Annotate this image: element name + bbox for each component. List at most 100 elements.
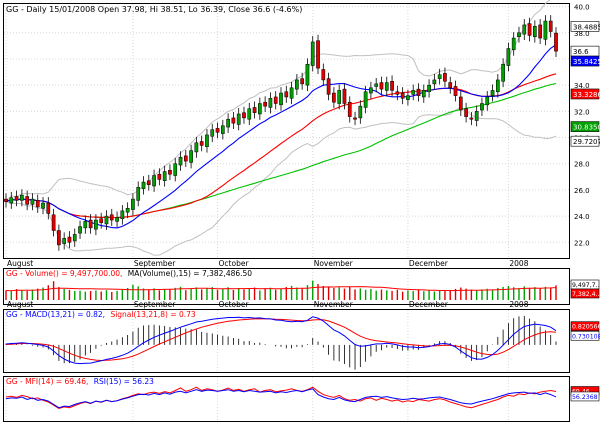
candle-body bbox=[342, 88, 347, 104]
candle-body bbox=[432, 79, 437, 85]
rsi-line bbox=[5, 388, 557, 409]
candle-body bbox=[35, 200, 40, 208]
candle-body bbox=[485, 96, 490, 106]
macd-tag-box bbox=[570, 330, 600, 341]
candle-body bbox=[125, 207, 130, 213]
candle-body bbox=[453, 86, 458, 96]
mfi-rsi-tag-box bbox=[570, 391, 600, 402]
candle-body bbox=[83, 221, 88, 229]
price-x-axis: August September October November December 20… bbox=[7, 259, 529, 268]
candle-body bbox=[141, 181, 146, 189]
candle-body bbox=[300, 78, 304, 85]
candle-body bbox=[411, 90, 416, 95]
candle-body bbox=[284, 91, 289, 98]
candle-body bbox=[57, 230, 61, 246]
macd-tag-value: 0.730108 bbox=[572, 333, 600, 340]
candle-body bbox=[9, 197, 14, 204]
mfi-rsi-panel bbox=[3, 376, 570, 422]
upper-band-line bbox=[5, 0, 551, 203]
candle-body bbox=[51, 214, 56, 231]
candle-body bbox=[279, 92, 283, 106]
gridlines bbox=[4, 4, 569, 421]
candle-body bbox=[4, 198, 8, 202]
candle-body bbox=[511, 37, 516, 51]
candle-body bbox=[527, 23, 532, 36]
price-tick-label: 28.0 bbox=[574, 161, 590, 169]
candle-body bbox=[242, 112, 246, 119]
candle-body bbox=[406, 95, 410, 100]
candle-body bbox=[289, 87, 294, 99]
candle-body bbox=[443, 73, 447, 82]
candle-body bbox=[480, 103, 484, 111]
candle-body bbox=[522, 24, 527, 35]
candle-body bbox=[220, 125, 225, 134]
volume-x-tick-label: October bbox=[219, 300, 250, 309]
candle-body bbox=[258, 103, 262, 115]
price-tick-label: 32.0 bbox=[574, 108, 590, 116]
volume-label: GG - Volume() = 9,497,700.00, bbox=[6, 269, 122, 278]
volume-x-tick-label: 2008 bbox=[509, 300, 528, 309]
price-x-tick-label: August bbox=[7, 259, 33, 268]
candle-body bbox=[205, 134, 209, 147]
candle-body bbox=[326, 78, 331, 95]
candle-body bbox=[215, 128, 220, 133]
price-tag-box bbox=[570, 135, 600, 147]
candle-body bbox=[316, 40, 320, 69]
candle-body bbox=[458, 96, 463, 111]
candle-body bbox=[131, 198, 135, 210]
price-tag-box bbox=[570, 88, 600, 100]
candle-body bbox=[390, 80, 394, 91]
candle-body bbox=[173, 163, 178, 176]
macd-tag-box bbox=[570, 321, 600, 331]
mid-ma-line bbox=[5, 73, 557, 219]
price-panel bbox=[3, 3, 570, 259]
candle-body bbox=[400, 92, 405, 99]
candle-body bbox=[427, 84, 431, 92]
candle-body bbox=[474, 111, 479, 121]
candle-body bbox=[146, 180, 151, 185]
mfi-label: GG - MFI(14) = 69.46, bbox=[6, 377, 88, 386]
candle-body bbox=[464, 108, 468, 117]
mfi-rsi-tag-value: 56.2368 bbox=[572, 394, 598, 401]
candle-body bbox=[99, 218, 104, 223]
candle-body bbox=[416, 88, 421, 96]
candle-body bbox=[231, 117, 236, 124]
price-x-tick-label: 2008 bbox=[509, 259, 528, 268]
candle-body bbox=[310, 41, 315, 66]
price-tag-value: 36.6 bbox=[573, 48, 589, 56]
macd-tag-value: 0.820566 bbox=[572, 324, 600, 331]
macd-line bbox=[5, 316, 557, 365]
candle-body bbox=[543, 20, 548, 40]
candle-body bbox=[548, 20, 553, 32]
candle-body bbox=[347, 101, 352, 117]
candle-body bbox=[363, 91, 368, 108]
candle-body bbox=[46, 202, 51, 214]
candle-body bbox=[94, 219, 98, 230]
candle-body bbox=[263, 101, 267, 107]
macd-label: GG - MACD(13,21) = 0.82, bbox=[6, 310, 105, 319]
price-x-tick-label: October bbox=[219, 259, 250, 268]
price-tick-label: 26.0 bbox=[574, 187, 590, 195]
candle-body bbox=[109, 214, 114, 221]
candle-body bbox=[168, 170, 172, 175]
signal-label: Signal(13,21,8) = 0.73 bbox=[110, 310, 195, 319]
candle-body bbox=[358, 105, 363, 119]
mfi-rsi-legend: GG - MFI(14) = 69.46, RSI(15) = 56.23 bbox=[6, 377, 154, 386]
price-x-tick-label: September bbox=[134, 259, 176, 268]
macd-tags: 0.820566 0.730108 bbox=[570, 321, 600, 341]
candle-body bbox=[384, 82, 389, 91]
price-title: GG - Daily 15/01/2008 Open 37.98, Hi 38.… bbox=[6, 5, 302, 14]
rsi-label: RSI(15) = 56.23 bbox=[94, 377, 154, 386]
price-tag-box bbox=[570, 55, 600, 67]
candle-body bbox=[20, 194, 24, 201]
candlesticks bbox=[4, 15, 558, 251]
price-tick-label: 22.0 bbox=[574, 239, 590, 247]
volume-ma-line bbox=[5, 286, 557, 292]
price-tick-label: 40.0 bbox=[574, 4, 590, 12]
candle-body bbox=[152, 175, 156, 187]
candle-body bbox=[41, 202, 45, 209]
candle-body bbox=[226, 118, 230, 128]
candle-body bbox=[252, 107, 257, 113]
mfi-rsi-tags: 69.4656.2368 bbox=[570, 386, 600, 402]
